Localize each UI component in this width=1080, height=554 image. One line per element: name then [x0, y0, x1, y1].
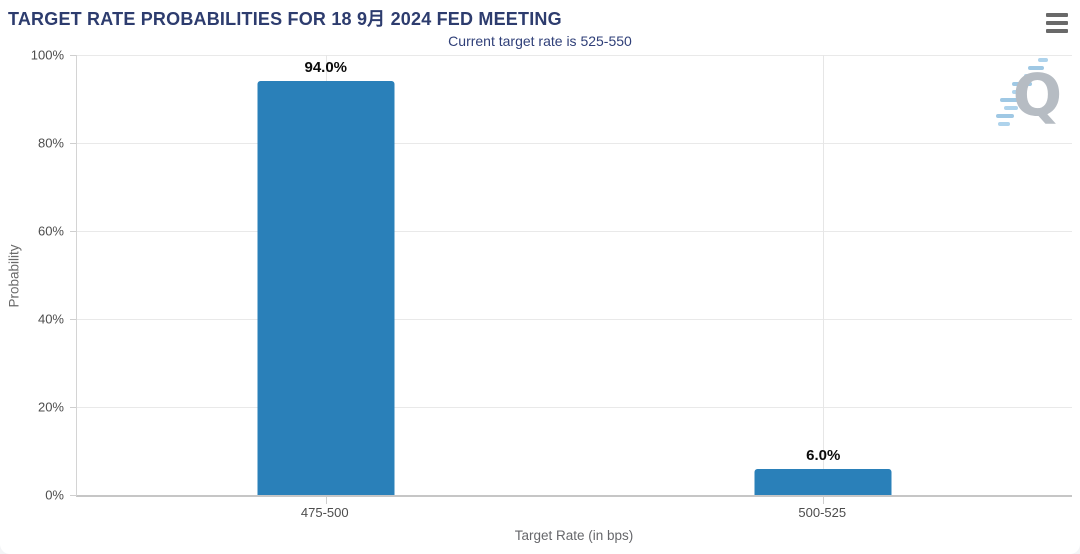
y-tick-label: 80%	[37, 135, 64, 151]
x-tick-mark	[325, 497, 327, 504]
y-tick-label: 60%	[37, 223, 64, 239]
chart-title: TARGET RATE PROBABILITIES FOR 18 9月 2024…	[8, 9, 562, 29]
y-tick-label: 100%	[30, 47, 64, 63]
bar-500-525[interactable]	[754, 468, 892, 495]
chart-subtitle: Current target rate is 525-550	[448, 33, 632, 49]
x-tick-mark	[823, 497, 825, 504]
x-tick-label: 475-500	[300, 505, 349, 520]
hamburger-icon	[1046, 13, 1068, 17]
y-tick-label: 0%	[45, 487, 64, 503]
y-tick-mark	[70, 495, 76, 496]
y-tick-mark	[70, 319, 76, 320]
x-axis-title: Target Rate (in bps)	[514, 528, 634, 543]
bar-475-500[interactable]	[257, 81, 395, 495]
bar-value-label: 6.0%	[806, 446, 841, 464]
hamburger-icon	[1046, 21, 1068, 25]
y-tick-mark	[70, 407, 76, 408]
y-gridline	[77, 319, 1072, 320]
bar-value-label: 94.0%	[304, 59, 348, 77]
hamburger-icon	[1046, 29, 1068, 33]
y-axis: 0% 20% 40% 60% 80% 100%	[0, 48, 76, 503]
y-tick-label: 20%	[37, 399, 64, 415]
x-gridline	[823, 55, 825, 495]
x-axis: 475-500 500-525	[76, 499, 1072, 525]
y-tick-mark	[70, 143, 76, 144]
x-tick-label: 500-525	[798, 505, 847, 520]
y-gridline	[77, 407, 1072, 408]
y-tick-mark	[70, 231, 76, 232]
y-tick-mark	[70, 55, 76, 56]
y-gridline	[77, 231, 1072, 232]
y-gridline	[77, 143, 1072, 144]
plot-area: 94.0% 6.0%	[76, 55, 1072, 504]
y-gridline	[77, 55, 1072, 56]
y-tick-label: 40%	[37, 311, 64, 327]
chart-menu-button[interactable]	[1046, 13, 1068, 33]
